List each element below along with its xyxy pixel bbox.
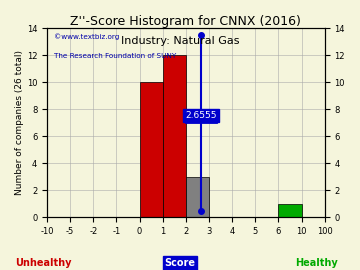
- Text: Unhealthy: Unhealthy: [15, 258, 71, 268]
- Text: Industry: Natural Gas: Industry: Natural Gas: [121, 36, 239, 46]
- Text: ©www.textbiz.org: ©www.textbiz.org: [54, 34, 119, 40]
- Bar: [279, 204, 302, 217]
- Bar: [186, 177, 209, 217]
- Y-axis label: Number of companies (26 total): Number of companies (26 total): [15, 50, 24, 195]
- Text: The Research Foundation of SUNY: The Research Foundation of SUNY: [54, 53, 176, 59]
- Text: 2.6555: 2.6555: [185, 112, 217, 120]
- Bar: [140, 82, 163, 217]
- Bar: [163, 55, 186, 217]
- Text: Healthy: Healthy: [296, 258, 338, 268]
- Text: Score: Score: [165, 258, 195, 268]
- Title: Z''-Score Histogram for CNNX (2016): Z''-Score Histogram for CNNX (2016): [71, 15, 301, 28]
